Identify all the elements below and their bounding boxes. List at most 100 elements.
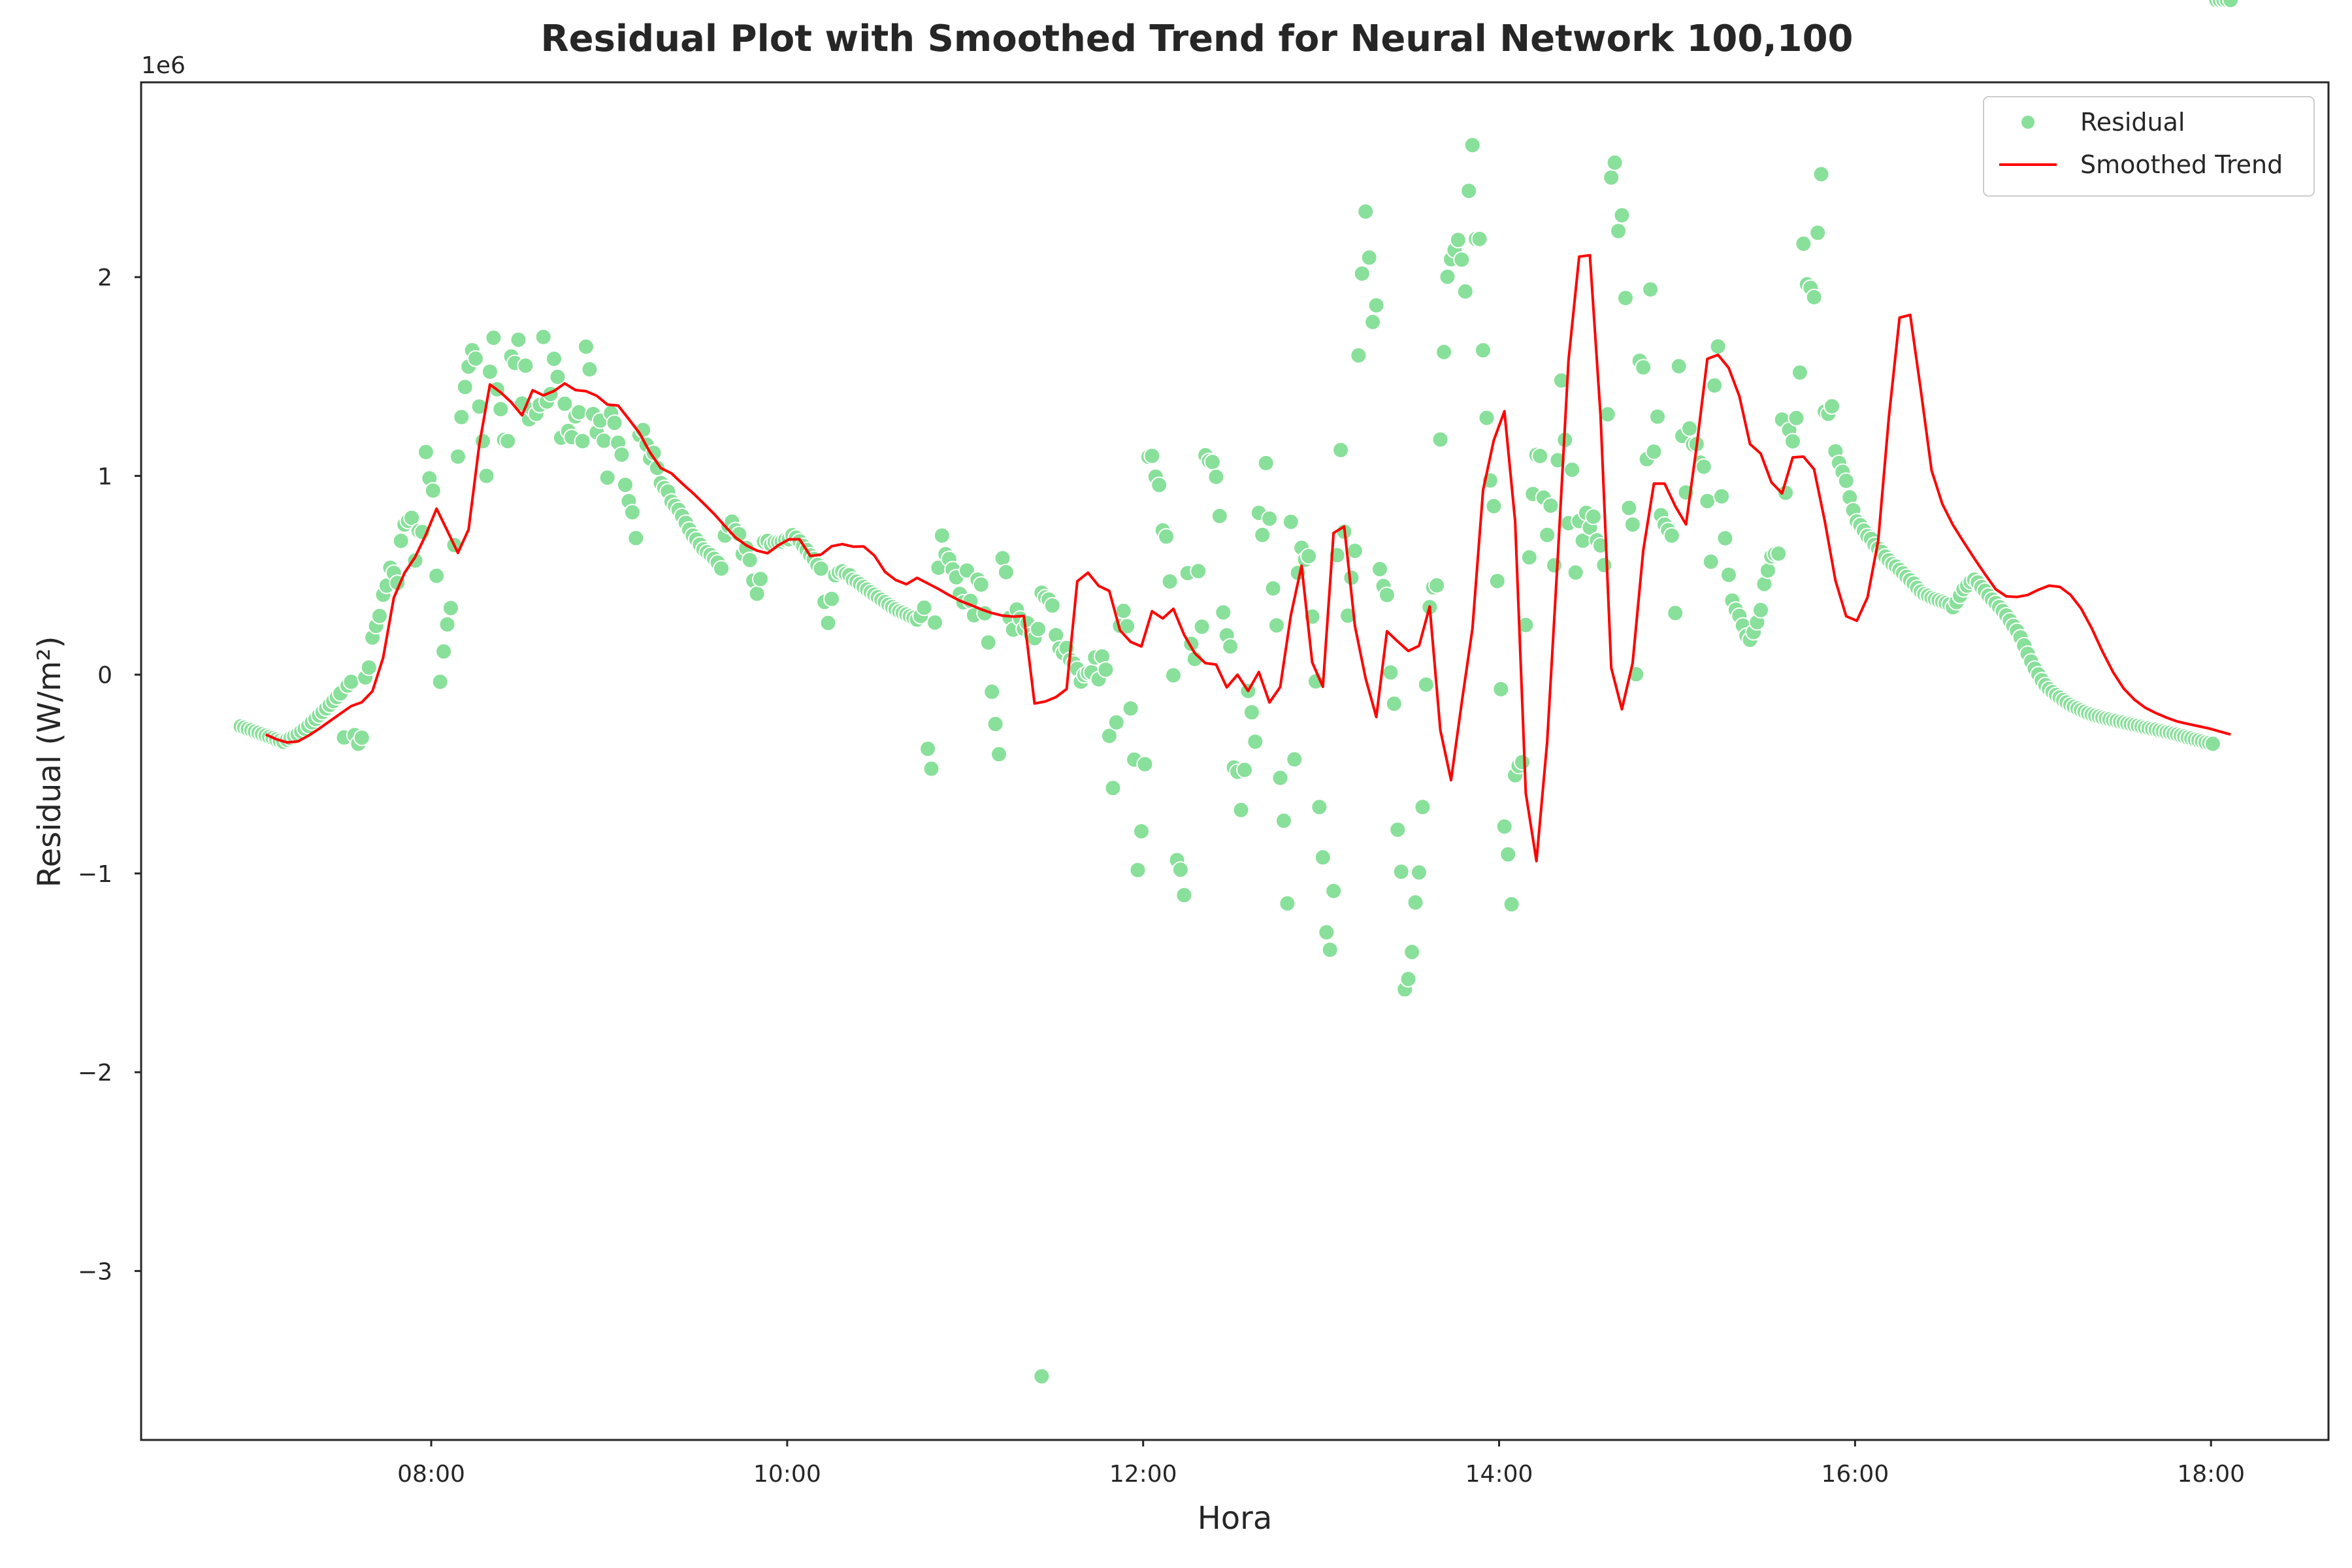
plot-area	[232, 0, 2240, 1385]
y-tick-label: 1	[97, 463, 112, 490]
residual-point	[1456, 283, 1474, 301]
residual-point	[1610, 222, 1627, 240]
residual-point	[1033, 1367, 1051, 1385]
residual-point	[1435, 343, 1453, 361]
residual-point	[983, 683, 1001, 700]
residual-point	[1475, 342, 1492, 359]
residual-point	[1805, 288, 1823, 306]
residual-point	[1360, 249, 1378, 267]
residual-point	[485, 329, 502, 346]
residual-point	[1122, 700, 1139, 717]
residual-point	[1471, 230, 1488, 248]
y-tick-label: −1	[78, 861, 112, 888]
residual-point	[1439, 268, 1456, 286]
residual-point	[1709, 338, 1727, 355]
residual-point	[623, 504, 641, 521]
residual-point	[499, 433, 517, 450]
residual-point	[1603, 169, 1620, 186]
residual-point	[1311, 798, 1328, 816]
residual-point	[1784, 433, 1801, 450]
residual-point	[1271, 769, 1289, 787]
y-tick-label: −2	[78, 1060, 112, 1086]
residual-point	[1175, 887, 1193, 904]
residual-point	[987, 715, 1004, 733]
residual-point	[823, 590, 840, 608]
residual-point	[1463, 137, 1481, 154]
residual-point	[360, 659, 378, 676]
residual-point	[1097, 661, 1115, 678]
residual-point	[424, 482, 442, 499]
residual-point	[1264, 580, 1282, 597]
residual-point	[1257, 454, 1275, 472]
residual-point	[1531, 448, 1549, 465]
residual-point	[1695, 458, 1712, 476]
residual-point	[1300, 547, 1318, 565]
residual-point	[1392, 863, 1410, 881]
residual-point	[1171, 861, 1189, 879]
residual-point	[1716, 529, 1734, 547]
residual-point	[1193, 618, 1211, 636]
residual-point	[1837, 472, 1855, 489]
residual-point	[1411, 864, 1428, 881]
residual-point	[1382, 664, 1399, 681]
residual-point	[1318, 924, 1335, 941]
residual-point	[1552, 372, 1570, 389]
x-axis-label: Hora	[1198, 1500, 1273, 1537]
residual-point	[1809, 224, 1827, 242]
residual-point	[1663, 527, 1680, 544]
residual-point	[1613, 206, 1631, 224]
residual-point	[997, 563, 1015, 581]
residual-point	[1670, 357, 1688, 375]
residual-point	[713, 560, 730, 578]
residual-point	[1791, 364, 1808, 382]
residual-point	[1431, 431, 1449, 448]
residual-point	[1254, 526, 1271, 544]
residual-point	[1222, 638, 1239, 655]
y-axis-label: Residual (W/m²)	[31, 636, 68, 887]
residual-point	[1100, 727, 1118, 745]
residual-point	[1635, 359, 1652, 376]
residual-point	[1261, 510, 1279, 527]
residual-point	[1136, 755, 1154, 773]
residual-point	[598, 469, 616, 487]
residual-point	[474, 433, 491, 450]
residual-point	[1428, 577, 1446, 594]
residual-point	[428, 567, 446, 585]
residual-point	[933, 527, 951, 544]
residual-point	[1539, 526, 1556, 544]
residual-point	[1043, 596, 1061, 614]
residual-points	[232, 0, 2240, 1385]
residual-point	[570, 404, 588, 421]
residual-point	[926, 613, 943, 631]
residual-point	[1542, 497, 1560, 514]
residual-point	[994, 549, 1011, 567]
residual-point	[752, 570, 769, 588]
residual-point	[1357, 203, 1375, 220]
residual-point	[1350, 347, 1367, 364]
residual-point	[606, 414, 623, 432]
residual-point	[1595, 557, 1613, 574]
residual-point	[617, 476, 634, 494]
chart-title: Residual Plot with Smoothed Trend for Ne…	[540, 18, 1853, 60]
residual-point	[748, 585, 766, 602]
residual-point	[1403, 943, 1421, 961]
residual-point	[1752, 601, 1769, 619]
residual-point	[1190, 563, 1207, 580]
x-tick-label: 12:00	[1109, 1461, 1177, 1488]
legend-box	[1983, 96, 2315, 197]
residual-point	[1385, 695, 1403, 713]
x-tick-label: 16:00	[1821, 1461, 1889, 1488]
residual-point	[478, 467, 495, 485]
residual-point	[1143, 447, 1161, 465]
legend: Residual Smoothed Trend	[1983, 96, 2315, 197]
y-tick-label: −3	[78, 1258, 112, 1285]
residual-point	[556, 395, 574, 412]
residual-point	[1282, 513, 1299, 531]
residual-point	[1702, 553, 1720, 570]
residual-point	[578, 338, 595, 355]
legend-residual-marker	[2020, 114, 2036, 130]
residual-point	[1713, 487, 1731, 505]
residual-point	[915, 599, 933, 617]
residual-point	[1567, 564, 1584, 581]
residual-point	[1645, 443, 1663, 461]
